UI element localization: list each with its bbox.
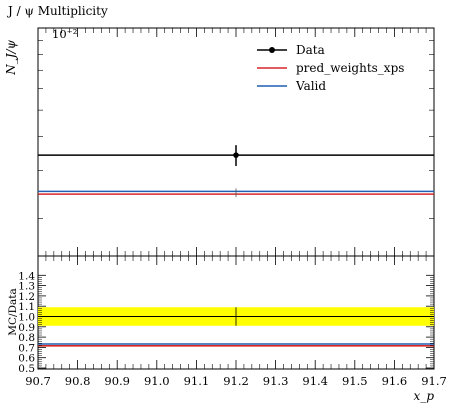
ratio-y-tick-label-8: 1.3 — [18, 281, 35, 293]
ratio-y-tick-label-0: 0.5 — [18, 363, 35, 375]
data-point — [233, 152, 239, 158]
ratio-y-axis-title: MC/Data — [7, 288, 19, 335]
x-axis-title: x_p — [414, 389, 435, 403]
chart-title: J / ψ Multiplicity — [6, 4, 108, 18]
x-tick-label-0: 90.7 — [25, 374, 51, 388]
main-y-axis-title: N_J/ψ — [4, 39, 18, 75]
x-tick-label-9: 91.6 — [382, 374, 408, 388]
x-tick-label-2: 90.9 — [104, 374, 130, 388]
ratio-y-tick-label-4: 0.9 — [18, 322, 35, 334]
ratio-y-tick-label-3: 0.8 — [18, 332, 35, 344]
ratio-y-tick-label-7: 1.2 — [18, 291, 35, 303]
x-tick-label-4: 91.1 — [184, 374, 210, 388]
chart-dynamic-layer: 90.7 90.8 90.9 91.0 91.1 91.2 91.3 91.4 91.5 91.6… — [18, 27, 447, 388]
ratio-y-tick-label-2: 0.7 — [18, 342, 35, 354]
legend-label-0: Data — [296, 43, 325, 57]
chart-static-layer: J / ψ Multiplicity 10⁻² N_J/ψ MC/Data x_… — [4, 4, 435, 403]
x-tick-label-10: 91.7 — [421, 374, 447, 388]
x-tick-label-1: 90.8 — [65, 374, 91, 388]
x-tick-label-3: 91.0 — [144, 374, 170, 388]
ratio-y-tick-label-9: 1.4 — [18, 270, 35, 282]
main-y-exponent-label: 10⁻² — [52, 27, 77, 41]
legend-swatch-marker-0 — [269, 47, 275, 53]
ratio-y-tick-label-1: 0.6 — [18, 353, 35, 365]
legend-label-1: pred_weights_xps — [296, 61, 404, 75]
ratio-y-tick-label-6: 1.1 — [18, 301, 35, 313]
x-tick-label-8: 91.5 — [342, 374, 368, 388]
x-tick-label-7: 91.4 — [302, 374, 328, 388]
ratio-y-tick-label-5: 1.0 — [18, 312, 35, 324]
x-tick-label-6: 91.3 — [263, 374, 289, 388]
x-tick-label-5: 91.2 — [223, 374, 249, 388]
legend-label-2: Valid — [295, 79, 326, 93]
